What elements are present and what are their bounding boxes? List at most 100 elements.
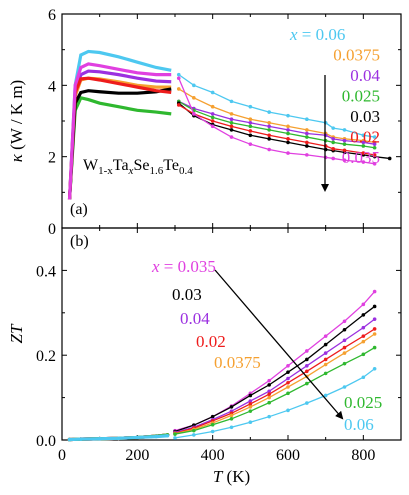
data-point: [372, 145, 377, 150]
panel-label: (a): [70, 201, 88, 218]
series-line: [67, 76, 172, 200]
data-point: [323, 362, 328, 367]
legend-entry: 0.035: [342, 148, 380, 167]
legend-entry: x = 0.035: [151, 257, 216, 276]
data-point: [267, 124, 271, 129]
data-point: [361, 352, 366, 357]
data-point: [305, 349, 309, 353]
data-point: [361, 339, 366, 344]
data-point: [229, 117, 234, 122]
data-point: [305, 144, 309, 148]
data-point: [210, 115, 215, 120]
legend-entry: 0.04: [350, 66, 380, 85]
data-point: [210, 119, 215, 123]
series-0.0375: [67, 76, 377, 200]
legend-entry: 0.025: [342, 87, 380, 106]
data-point: [229, 413, 234, 418]
series-line: [67, 87, 172, 200]
y-tick-label: 6: [48, 7, 56, 24]
x-tick-label: 800: [351, 447, 375, 464]
data-point: [372, 142, 377, 146]
data-point: [286, 376, 290, 381]
series-line: [174, 318, 376, 433]
data-point: [173, 436, 177, 440]
y-tick-label: 2: [48, 150, 56, 167]
data-point: [229, 135, 234, 139]
legend-eq: =: [298, 25, 316, 44]
x-axis-unit: (K): [222, 467, 250, 486]
formula-sub: 1-x: [98, 165, 113, 177]
legend-value: 0.04: [180, 309, 210, 328]
data-point: [248, 393, 253, 398]
data-point: [173, 432, 177, 436]
data-point: [342, 338, 347, 343]
data-point: [342, 327, 347, 332]
legend-value: 0.025: [342, 87, 380, 106]
data-point: [192, 433, 196, 437]
formula-part: Ta: [113, 157, 129, 174]
data-point: [267, 383, 271, 387]
data-point: [229, 405, 234, 409]
data-point: [361, 375, 366, 380]
formula-part: Te: [163, 157, 179, 174]
legend-var: x: [289, 25, 298, 44]
data-point: [248, 129, 253, 133]
x-tick-label: 400: [201, 447, 225, 464]
legend-value: 0.03: [172, 285, 202, 304]
data-point: [342, 158, 347, 163]
data-point: [372, 317, 377, 321]
legend-entry: 0.06: [344, 415, 374, 434]
data-point: [331, 126, 336, 130]
trend-arrow: [214, 269, 344, 420]
x-axis-label: T (K): [213, 467, 250, 486]
data-point: [305, 135, 309, 139]
data-point: [323, 342, 328, 347]
formula-sub: 0.4: [179, 165, 193, 177]
series-0.025: [67, 95, 377, 200]
series-line: [174, 333, 375, 435]
data-point: [248, 409, 253, 413]
series-line: [178, 102, 390, 160]
data-point: [305, 128, 309, 132]
data-point: [286, 370, 290, 374]
data-point: [248, 399, 253, 403]
data-point: [192, 428, 196, 433]
data-point: [248, 133, 253, 138]
data-point: [210, 124, 215, 129]
data-point: [267, 120, 271, 125]
data-point: [267, 110, 271, 114]
data-point: [342, 345, 347, 350]
legend-value: 0.06: [316, 25, 346, 44]
data-point: [176, 87, 181, 91]
data-point: [248, 402, 253, 406]
legend-value: 0.04: [350, 66, 380, 85]
data-point: [361, 144, 366, 148]
legend-entry: 0.04: [180, 309, 210, 328]
data-point: [229, 425, 234, 430]
data-point: [116, 436, 121, 441]
x-axis-symbol: T: [213, 467, 224, 486]
data-point: [248, 117, 253, 122]
data-point: [229, 128, 234, 132]
series-line: [67, 76, 172, 200]
legend-entry: 0.03: [350, 107, 380, 126]
series-line: [174, 328, 375, 434]
y-axis-symbol: ZT: [7, 323, 26, 343]
data-point: [361, 313, 366, 317]
data-point: [372, 332, 377, 336]
data-point: [286, 124, 290, 129]
y-axis-label: κ (W / K m): [7, 80, 26, 162]
data-point: [229, 124, 234, 129]
data-point: [248, 405, 253, 409]
data-point: [331, 156, 336, 161]
data-point: [305, 381, 309, 386]
data-point: [323, 357, 328, 362]
data-point: [331, 147, 336, 151]
data-point: [286, 140, 290, 145]
legend-entry: 0.0375: [333, 46, 380, 65]
legend-value: 0.035: [342, 148, 380, 167]
data-point: [305, 364, 309, 368]
series-line: [67, 95, 172, 200]
